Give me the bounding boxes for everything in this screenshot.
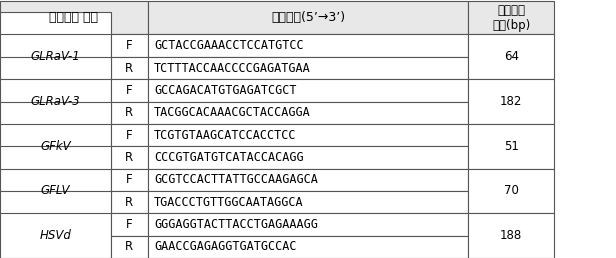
Bar (111, 213, 148, 236)
Bar (111, 191, 148, 213)
Text: GLRaV-1: GLRaV-1 (31, 50, 80, 63)
Text: HSVd: HSVd (39, 229, 71, 242)
Text: R: R (125, 61, 134, 75)
Text: F: F (126, 128, 132, 142)
Text: 182: 182 (500, 95, 522, 108)
Text: GCTACCGAAACCTCCATGTCC: GCTACCGAAACCTCCATGTCC (154, 39, 304, 52)
Text: 64: 64 (504, 50, 519, 63)
Bar (148, 146, 468, 168)
Bar (468, 168, 554, 213)
Bar (148, 102, 468, 124)
Bar (0, 146, 111, 191)
Text: GGGAGGTACTTACCTGAGAAAGG: GGGAGGTACTTACCTGAGAAAGG (154, 218, 318, 231)
Bar (0, 213, 111, 258)
Text: 염기서열(5’→3’): 염기서열(5’→3’) (271, 11, 345, 24)
Bar (111, 35, 148, 57)
Bar (111, 57, 148, 79)
Text: 증폭산물
크기(bp): 증폭산물 크기(bp) (492, 4, 530, 32)
Text: TCGTGTAAGCATCCACCTCC: TCGTGTAAGCATCCACCTCC (154, 128, 296, 142)
Text: GCGTCCACTTATTGCCAAGAGCA: GCGTCCACTTATTGCCAAGAGCA (154, 173, 318, 186)
Bar (148, 191, 468, 213)
Text: 51: 51 (504, 140, 519, 153)
Text: TACGGCACAAACGCTACCAGGA: TACGGCACAAACGCTACCAGGA (154, 106, 310, 119)
Bar (111, 124, 148, 146)
Text: 프라이머 종류: 프라이머 종류 (49, 11, 99, 24)
Bar (148, 35, 468, 57)
Text: GFLV: GFLV (41, 184, 70, 197)
Text: R: R (125, 196, 134, 209)
Bar (0, 191, 111, 236)
Text: R: R (125, 106, 134, 119)
Text: GLRaV-3: GLRaV-3 (31, 95, 80, 108)
Bar (111, 102, 148, 124)
Text: R: R (125, 151, 134, 164)
Bar (0, 124, 111, 168)
Bar (0, 1, 148, 35)
Text: F: F (126, 173, 132, 186)
Text: GFkV: GFkV (40, 140, 71, 153)
Text: 70: 70 (504, 184, 519, 197)
Bar (111, 236, 148, 258)
Text: CCCGTGATGTCATACCACAGG: CCCGTGATGTCATACCACAGG (154, 151, 304, 164)
Bar (0, 35, 111, 79)
Text: GCCAGACATGTGAGATCGCT: GCCAGACATGTGAGATCGCT (154, 84, 296, 97)
Text: 188: 188 (500, 229, 522, 242)
Bar (468, 213, 554, 258)
Text: GAACCGAGAGGTGATGCCAC: GAACCGAGAGGTGATGCCAC (154, 240, 296, 253)
Bar (0, 57, 111, 102)
Bar (468, 1, 554, 35)
Text: F: F (126, 218, 132, 231)
Bar (468, 124, 554, 168)
Bar (148, 79, 468, 102)
Bar (148, 57, 468, 79)
Text: F: F (126, 39, 132, 52)
Bar (148, 124, 468, 146)
Text: TGACCCTGTTGGCAATAGGCA: TGACCCTGTTGGCAATAGGCA (154, 196, 304, 209)
Text: F: F (126, 84, 132, 97)
Bar (148, 168, 468, 191)
Bar (148, 213, 468, 236)
Bar (111, 146, 148, 168)
Bar (468, 35, 554, 79)
Bar (148, 236, 468, 258)
Text: R: R (125, 240, 134, 253)
Bar (468, 79, 554, 124)
Bar (0, 102, 111, 146)
Bar (0, 168, 111, 213)
Bar (111, 79, 148, 102)
Bar (0, 12, 111, 57)
Bar (148, 1, 468, 35)
Bar (111, 168, 148, 191)
Bar (0, 79, 111, 124)
Text: TCTTTACCAACCCCGAGATGAA: TCTTTACCAACCCCGAGATGAA (154, 61, 310, 75)
